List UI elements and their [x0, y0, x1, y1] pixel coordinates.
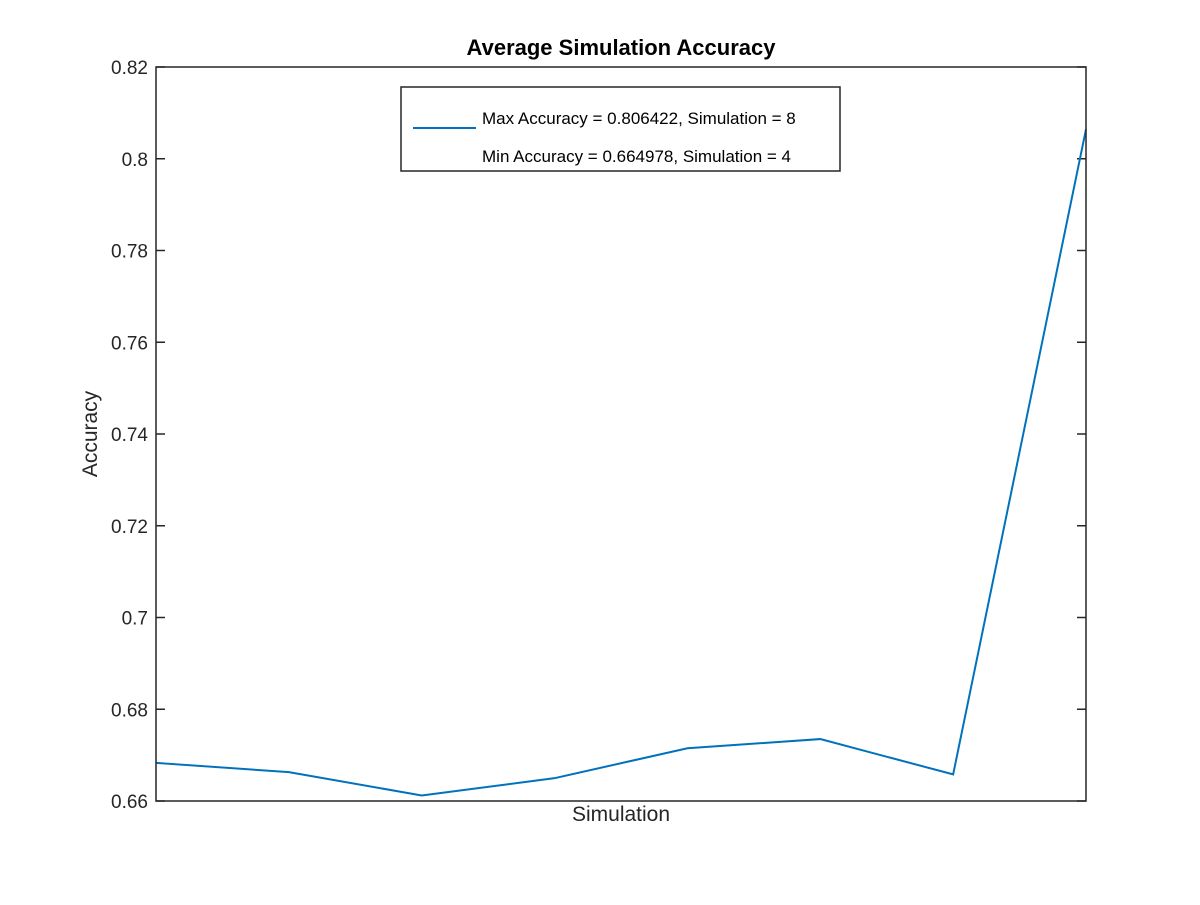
y-axis-label: Accuracy	[79, 390, 102, 477]
chart-title: Average Simulation Accuracy	[467, 35, 777, 60]
y-ticks: 0.66 0.68 0.7 0.72 0.74 0.76 0.78 0.8 0.82	[111, 58, 1086, 813]
y-tick-label: 0.72	[111, 517, 148, 538]
plot-frame	[155, 66, 1087, 802]
y-tick-label: 0.78	[111, 242, 148, 263]
legend-entry-max: Max Accuracy = 0.806422, Simulation = 8	[482, 109, 796, 128]
y-tick-label: 0.8	[122, 150, 148, 171]
y-tick-label: 0.76	[111, 333, 148, 354]
series-line-accuracy	[155, 129, 1087, 797]
y-tick-label: 0.82	[111, 58, 148, 79]
y-tick-label: 0.74	[111, 425, 148, 446]
y-tick-label: 0.7	[122, 609, 148, 630]
y-tick-label: 0.66	[111, 792, 148, 813]
x-axis-label: Simulation	[572, 803, 670, 826]
plot-background	[156, 67, 1086, 801]
legend-entry-min: Min Accuracy = 0.664978, Simulation = 4	[482, 147, 791, 166]
legend-box	[400, 86, 841, 172]
legend: Max Accuracy = 0.806422, Simulation = 8 …	[400, 86, 841, 172]
y-tick-label: 0.68	[111, 700, 148, 721]
